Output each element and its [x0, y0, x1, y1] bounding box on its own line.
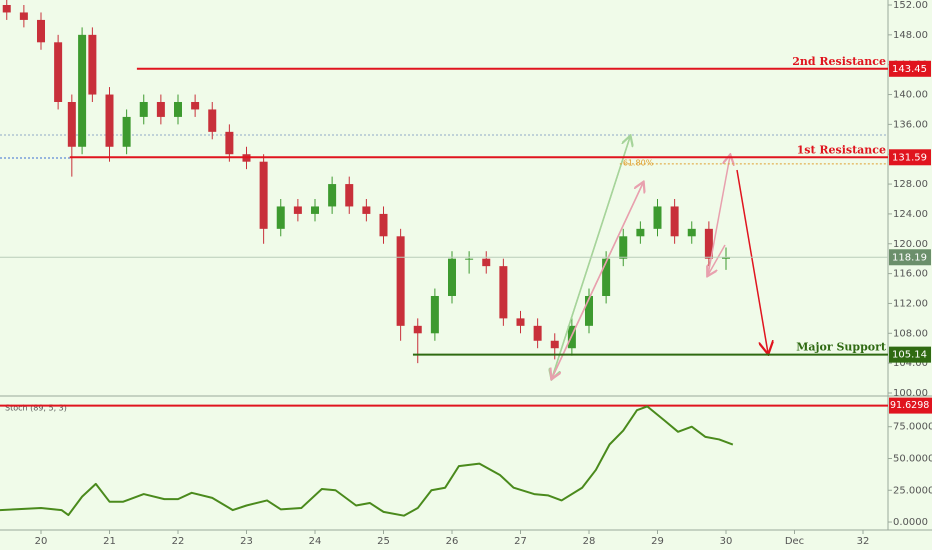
x-tick-label: 29	[651, 536, 664, 547]
projection-arrow	[708, 244, 726, 275]
candle-body	[533, 325, 542, 341]
x-tick-label: 24	[309, 536, 322, 547]
candle-body	[619, 236, 628, 259]
candle-body	[430, 295, 439, 334]
y-tick-label: 116.00	[893, 269, 928, 280]
y-tick-label: 148.00	[893, 30, 928, 41]
price-tag-label: 105.14	[892, 350, 927, 361]
candle-body	[67, 101, 76, 147]
candle-body	[276, 206, 285, 229]
candle-body	[36, 19, 45, 43]
candle-body	[19, 12, 28, 20]
candle-body	[345, 184, 354, 207]
candle-body	[687, 228, 696, 237]
projection-arrow	[552, 182, 644, 378]
y-tick-label: 152.00	[893, 0, 928, 11]
candle-body	[584, 295, 593, 326]
candle-body	[173, 101, 182, 117]
candle-body	[156, 101, 165, 117]
candle-body	[191, 101, 200, 110]
y-tick-label: 136.00	[893, 119, 928, 130]
price-tag	[889, 60, 931, 77]
x-tick-label: 30	[720, 536, 733, 547]
candle-body	[225, 131, 234, 155]
x-tick-label: 25	[377, 536, 390, 547]
candle-body	[636, 228, 645, 237]
stoch-line	[0, 405, 734, 517]
candle-body	[482, 258, 491, 267]
candle-body	[602, 258, 611, 296]
candle-body	[670, 206, 679, 237]
y-tick-label: 104.00	[893, 358, 928, 369]
candle-body	[550, 340, 559, 349]
candle-body	[2, 4, 11, 13]
x-tick-label: 26	[446, 536, 459, 547]
y-tick-label: 100.00	[893, 388, 928, 399]
candle-body	[139, 101, 148, 117]
candle-body	[54, 42, 63, 102]
price-tag-label: 118.19	[892, 252, 927, 263]
y-tick-label: 75.0000	[893, 422, 932, 433]
y-tick-label: 120.00	[893, 239, 928, 250]
candle-body	[379, 213, 388, 237]
candle-body	[328, 184, 337, 207]
candle-body	[88, 34, 97, 95]
candle-body	[293, 206, 302, 214]
x-tick-label: 28	[583, 536, 596, 547]
candle-body	[122, 116, 131, 147]
x-tick-label: 20	[35, 536, 48, 547]
y-tick-label: 0.0000	[893, 517, 928, 528]
candle-body	[78, 34, 87, 147]
y-tick-label: 128.00	[893, 179, 928, 190]
y-tick-label: 140.00	[893, 90, 928, 101]
price-tag	[889, 346, 931, 363]
candle-body	[362, 206, 371, 214]
candle-body	[396, 236, 405, 326]
projection-arrow	[707, 156, 730, 276]
price-tag	[889, 149, 931, 166]
price-tag	[889, 397, 932, 414]
x-tick-label: 21	[103, 536, 116, 547]
candle-body	[310, 206, 319, 214]
y-tick-label: 124.00	[893, 209, 928, 220]
y-tick-label: 112.00	[893, 298, 928, 309]
candle-body	[721, 257, 730, 259]
candle-body	[653, 206, 662, 229]
x-tick-label: Dec	[785, 536, 804, 547]
y-tick-label: 50.0000	[893, 453, 932, 464]
projection-arrow	[736, 169, 768, 353]
x-tick-label: 22	[172, 536, 185, 547]
level-label: Major Support	[796, 341, 887, 354]
price-tag	[889, 249, 931, 266]
x-tick-label: 32	[857, 536, 870, 547]
price-tag-label: 131.59	[892, 152, 927, 163]
level-label: 2nd Resistance	[792, 55, 886, 68]
candle-body	[499, 266, 508, 319]
candle-body	[105, 94, 114, 147]
fib-label: 61.80%	[623, 158, 654, 167]
indicator-title: Stoch (89, 5, 3)	[5, 404, 67, 413]
candle-body	[259, 161, 268, 229]
y-tick-label: 108.00	[893, 328, 928, 339]
candle-body	[208, 109, 217, 132]
y-tick-label: 25.0000	[893, 485, 932, 496]
candle-body	[447, 258, 456, 296]
candle-body	[516, 318, 525, 326]
candle-body	[465, 258, 474, 260]
price-tag-label: 143.45	[892, 64, 927, 75]
candle-body	[704, 228, 713, 259]
x-tick-label: 23	[240, 536, 253, 547]
x-tick-label: 27	[514, 536, 527, 547]
price-tag-label: 91.6298	[890, 400, 929, 411]
candle-body	[413, 325, 422, 334]
level-label: 1st Resistance	[797, 143, 886, 156]
